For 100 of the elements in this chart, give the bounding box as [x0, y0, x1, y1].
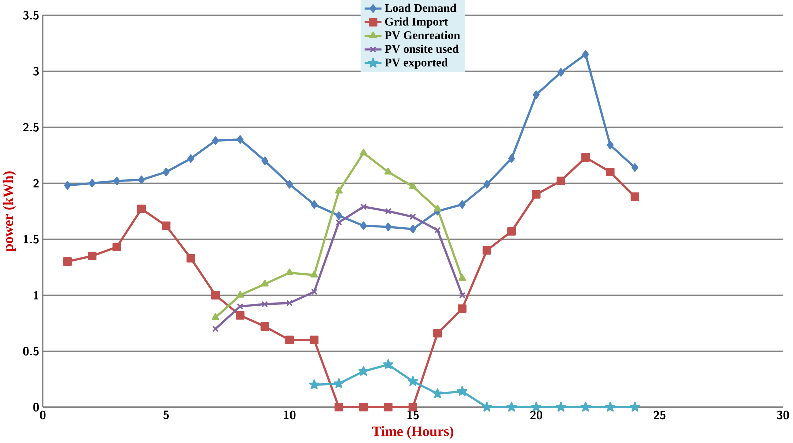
point: [310, 271, 318, 278]
point: [410, 225, 417, 234]
point: [114, 177, 120, 186]
point: [212, 326, 219, 332]
point: [360, 222, 368, 231]
point: [311, 289, 318, 296]
point: [508, 228, 516, 236]
x-tick-label: 30: [777, 411, 790, 420]
point: [335, 187, 343, 194]
point: [212, 136, 220, 146]
point: [409, 182, 417, 190]
point: [236, 291, 244, 298]
point: [457, 386, 468, 396]
point: [385, 223, 392, 232]
point: [211, 291, 220, 300]
point: [162, 222, 171, 231]
point: [186, 254, 196, 263]
point: [556, 177, 566, 186]
x-tick-label: 25: [654, 411, 666, 420]
point: [285, 336, 294, 345]
point: [163, 168, 170, 177]
y-tick-label: 2: [34, 179, 39, 188]
point: [88, 252, 97, 261]
point: [336, 220, 342, 226]
point: [533, 90, 540, 100]
y-tick-label: 3.5: [23, 11, 39, 20]
point: [482, 246, 492, 256]
y-tick-label: 0.5: [23, 347, 39, 356]
point: [558, 68, 565, 78]
point: [434, 329, 442, 338]
point: [484, 180, 491, 190]
point: [262, 156, 268, 166]
point: [360, 149, 368, 156]
point: [286, 268, 294, 276]
point: [384, 403, 393, 412]
point: [310, 336, 319, 345]
point: [482, 402, 492, 412]
point: [383, 360, 394, 370]
point: [360, 204, 368, 210]
point: [434, 205, 442, 212]
point: [138, 176, 146, 185]
point: [582, 154, 590, 162]
point: [632, 164, 639, 172]
point: [334, 403, 344, 412]
point: [262, 301, 268, 308]
point: [607, 141, 614, 150]
point: [336, 212, 343, 220]
legend-label: PV onsite used: [384, 45, 459, 54]
point: [237, 304, 244, 310]
y-tick-label: 0: [34, 403, 40, 412]
point: [236, 312, 245, 320]
x-tick-label: 5: [164, 411, 169, 420]
point: [261, 280, 269, 287]
y-tick-label: 2.5: [23, 123, 39, 132]
point: [384, 168, 392, 175]
point: [458, 274, 466, 282]
point: [459, 292, 466, 299]
legend-label: PV exported: [384, 58, 448, 70]
point: [580, 402, 591, 412]
point: [410, 214, 416, 221]
point: [630, 192, 640, 202]
y-axis-title: power (kWh): [3, 172, 16, 252]
point: [112, 243, 122, 252]
point: [605, 402, 616, 412]
point: [309, 380, 320, 390]
legend-label: Grid Import: [385, 18, 448, 29]
point: [556, 402, 566, 412]
point: [358, 366, 369, 376]
x-axis-title: Time (Hours): [372, 426, 454, 440]
point: [311, 200, 318, 210]
point: [137, 205, 146, 214]
legend-label: Load Demand: [384, 4, 457, 12]
point: [459, 200, 466, 210]
point: [508, 154, 516, 164]
point: [385, 208, 392, 215]
point: [63, 258, 72, 266]
point: [237, 136, 244, 144]
y-tick-label: 1: [34, 291, 39, 300]
point: [359, 403, 368, 412]
y-tick-label: 3: [34, 67, 40, 76]
point: [64, 182, 72, 190]
point: [286, 300, 294, 307]
point: [582, 50, 590, 60]
point: [408, 376, 418, 386]
legend-label: PV Genreation: [384, 31, 460, 40]
point: [630, 402, 640, 412]
point: [606, 168, 615, 177]
point: [532, 190, 541, 200]
point: [286, 180, 294, 190]
x-tick-label: 10: [284, 411, 296, 420]
point: [434, 227, 442, 234]
point: [260, 322, 270, 332]
point: [188, 154, 194, 164]
point: [458, 304, 467, 314]
x-tick-label: 0: [40, 411, 46, 420]
y-tick-label: 1.5: [24, 235, 39, 244]
x-tick-label: 20: [530, 411, 542, 420]
point: [432, 388, 443, 399]
point: [334, 378, 344, 389]
point: [212, 314, 220, 321]
